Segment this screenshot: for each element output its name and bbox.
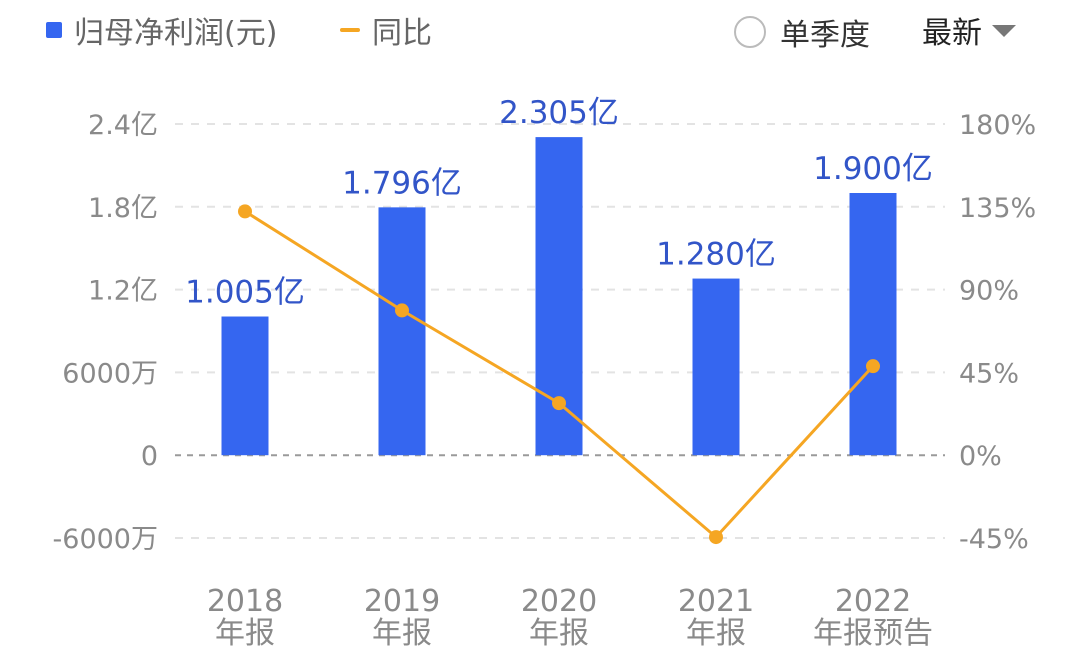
yoy-point	[395, 303, 409, 318]
x-category-label: 年报	[215, 616, 275, 651]
chart-header: 归母净利润(元) 同比 单季度 最新	[0, 0, 1080, 60]
bar-data-label: 1.005亿	[185, 275, 305, 311]
period-dropdown[interactable]: 最新	[922, 8, 1016, 52]
period-dropdown-label[interactable]: 最新	[922, 16, 982, 51]
line-series	[238, 204, 880, 545]
bar-data-label: 1.280亿	[656, 237, 776, 273]
radio-circle-icon[interactable]	[734, 16, 766, 48]
legend-line-label: 同比	[372, 16, 432, 51]
x-category-label: 年报	[529, 616, 589, 651]
yoy-point	[866, 359, 880, 374]
yoy-point	[709, 530, 723, 545]
bar-data-label: 2.305亿	[499, 95, 619, 131]
bar	[378, 207, 426, 456]
right-tick-label: 135%	[959, 193, 1036, 224]
bar-data-label: 1.900亿	[813, 151, 933, 187]
right-tick-label: -45%	[959, 524, 1029, 555]
x-category-label: 年报	[686, 616, 746, 651]
x-category-label: 2019	[364, 584, 440, 619]
legend-bar-label: 归母净利润(元)	[74, 16, 278, 51]
left-tick-label: -6000万	[53, 524, 158, 555]
bar	[849, 193, 897, 456]
right-tick-label: 90%	[959, 276, 1019, 307]
right-tick-label: 45%	[959, 358, 1019, 389]
yoy-point	[552, 396, 566, 411]
left-tick-label: 2.4亿	[88, 110, 158, 141]
x-category-label: 2020	[521, 584, 597, 619]
left-tick-label: 1.2亿	[88, 276, 158, 307]
bar-data-label: 1.796亿	[342, 165, 462, 201]
legend-bar-swatch-icon	[46, 22, 62, 38]
legend-bar: 归母净利润(元)	[46, 8, 277, 52]
yoy-point	[238, 204, 252, 219]
bar	[221, 316, 269, 456]
single-quarter-label[interactable]: 单季度	[780, 18, 870, 53]
x-category-label: 年报预告	[813, 616, 933, 651]
caret-down-icon[interactable]	[992, 25, 1016, 37]
bar	[692, 278, 740, 456]
right-tick-label: 0%	[959, 441, 1002, 472]
left-tick-label: 1.8亿	[88, 193, 158, 224]
data-labels: 1.005亿 1.796亿 2.305亿 1.280亿 1.900亿	[185, 95, 933, 310]
left-tick-label: 0	[141, 441, 158, 472]
right-tick-label: 180%	[959, 110, 1036, 141]
left-axis: 2.4亿 1.8亿 1.2亿 6000万 0 -6000万	[53, 110, 158, 555]
x-category-label: 2018	[207, 584, 283, 619]
right-axis: 180% 135% 90% 45% 0% -45%	[959, 110, 1036, 555]
legend-line: 同比	[340, 8, 432, 52]
x-category-label: 年报	[372, 616, 432, 651]
x-category-label: 2021	[678, 584, 754, 619]
left-tick-label: 6000万	[62, 358, 158, 389]
legend-line-swatch-icon	[340, 28, 360, 32]
x-category-label: 2022	[835, 584, 911, 619]
single-quarter-toggle[interactable]: 单季度	[734, 10, 870, 54]
